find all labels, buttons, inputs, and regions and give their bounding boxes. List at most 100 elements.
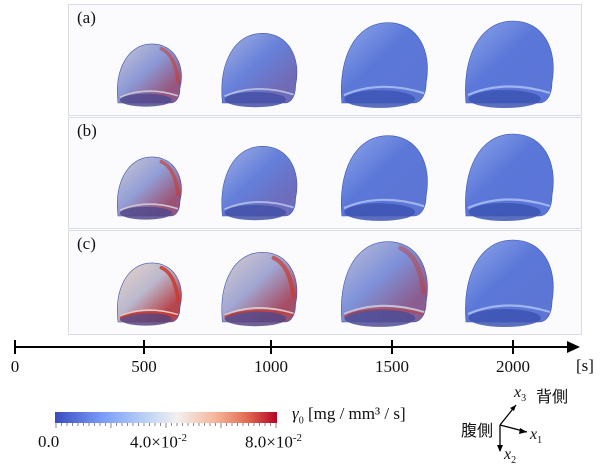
panel-a-label: (a) bbox=[77, 8, 96, 27]
surface-a-2 bbox=[221, 32, 298, 108]
panel-a-shapes bbox=[117, 20, 554, 108]
surface-opening-c-1 bbox=[119, 312, 172, 326]
time-unit-label: [s] bbox=[576, 356, 594, 375]
surface-rim-b-2 bbox=[224, 201, 294, 211]
panel-b: (b) bbox=[68, 117, 582, 229]
colorbar bbox=[55, 412, 277, 423]
x2-var: x bbox=[504, 446, 512, 463]
colorbar-mid-base: 4.0×10 bbox=[130, 432, 178, 452]
surface-opening-a-3 bbox=[344, 90, 416, 108]
surface-a-4 bbox=[465, 20, 554, 108]
colorbar-max-exp: -2 bbox=[292, 432, 303, 444]
time-axis-arrowhead bbox=[567, 341, 580, 353]
colorbar-mid-exp: -2 bbox=[177, 432, 188, 444]
surface-opening-a-1 bbox=[119, 93, 172, 107]
surface-opening-b-4 bbox=[468, 203, 541, 221]
colorbar-max-label: 8.0×10-2 bbox=[245, 432, 302, 453]
surface-hotspot-c-2 bbox=[271, 255, 296, 299]
x3-var: x bbox=[514, 384, 522, 401]
surface-opening-c-3 bbox=[344, 309, 416, 327]
surface-body-b-4 bbox=[465, 133, 554, 217]
colorbar-title: γ0 [mg / mm³ / s] bbox=[292, 404, 406, 426]
surface-hotspot-c-1 bbox=[159, 265, 180, 302]
x2-label: x2 bbox=[504, 446, 516, 466]
panel-c-label: (c) bbox=[77, 234, 96, 253]
surface-c-4 bbox=[465, 239, 554, 327]
x1-sub: 1 bbox=[537, 435, 543, 447]
surface-rim-hot-c-3 bbox=[343, 307, 425, 318]
surface-body-a-4 bbox=[465, 20, 554, 104]
surface-b-4 bbox=[465, 133, 554, 221]
tick-label-2000: 2000 bbox=[496, 357, 530, 376]
surface-opening-b-2 bbox=[224, 204, 287, 221]
surface-opening-b-1 bbox=[119, 206, 172, 220]
dorsal-label: 背側 bbox=[536, 389, 569, 406]
surface-opening-c-2 bbox=[224, 310, 287, 327]
surface-rim-b-4 bbox=[467, 198, 551, 210]
surface-body-b-3 bbox=[340, 135, 428, 217]
panel-c-shapes bbox=[117, 239, 554, 327]
surface-body-c-3 bbox=[340, 241, 428, 323]
surface-body-a-3 bbox=[340, 22, 428, 104]
surface-opening-a-2 bbox=[224, 91, 287, 108]
surface-rim-c-4 bbox=[467, 304, 551, 316]
surface-rim-hot-c-2 bbox=[223, 309, 294, 319]
panel-b-shapes bbox=[117, 133, 554, 221]
x2-sub: 2 bbox=[511, 455, 517, 467]
surface-rim-a-1 bbox=[119, 90, 179, 98]
surface-body-b-2 bbox=[221, 145, 298, 217]
surface-opening-c-4 bbox=[468, 309, 541, 327]
panel-b-label: (b) bbox=[77, 121, 97, 140]
panel-a: (a) bbox=[68, 4, 582, 116]
tick-label-1000: 1000 bbox=[254, 357, 288, 376]
surface-rim-c-3 bbox=[343, 304, 425, 316]
colorbar-mid-label: 4.0×10-2 bbox=[130, 432, 187, 453]
surface-hotspot-a-1 bbox=[159, 46, 180, 83]
surface-c-1 bbox=[117, 262, 182, 326]
x3-arrowhead bbox=[510, 405, 516, 411]
ventral-label: 腹側 bbox=[461, 423, 494, 440]
surface-body-c-2 bbox=[221, 251, 298, 323]
tick-label-500: 500 bbox=[131, 357, 157, 376]
colorbar-min-label: 0.0 bbox=[38, 432, 60, 451]
surface-body-a-1 bbox=[117, 43, 182, 104]
surface-opening-b-3 bbox=[344, 203, 416, 221]
colorbar-max-base: 8.0×10 bbox=[245, 432, 293, 452]
x1-var: x bbox=[530, 426, 538, 443]
surface-rim-a-3 bbox=[343, 85, 425, 97]
surface-b-3 bbox=[340, 135, 428, 221]
surface-rim-a-4 bbox=[467, 85, 551, 97]
surface-body-c-4 bbox=[465, 239, 554, 323]
colorbar-ticks bbox=[55, 423, 277, 428]
surface-body-c-1 bbox=[117, 262, 182, 323]
x3-label: x3 bbox=[514, 384, 526, 404]
surface-b-1 bbox=[117, 156, 182, 220]
surface-b-2 bbox=[221, 145, 298, 221]
colorbar-unit: [mg / mm³ / s] bbox=[307, 404, 406, 423]
tick-label-1500: 1500 bbox=[375, 357, 409, 376]
x2-arrowhead bbox=[497, 445, 503, 452]
gamma-subscript: 0 bbox=[298, 415, 304, 427]
x1-arrowhead bbox=[519, 428, 527, 434]
surface-hotspot-c-3 bbox=[398, 245, 427, 295]
x3-sub: 3 bbox=[521, 393, 527, 405]
surface-rim-b-1 bbox=[119, 203, 179, 211]
surface-rim-c-2 bbox=[224, 307, 294, 317]
surface-a-3 bbox=[340, 22, 428, 108]
surface-body-a-2 bbox=[221, 32, 298, 104]
tick-label-0: 0 bbox=[10, 357, 20, 376]
gamma-symbol: γ bbox=[292, 404, 299, 423]
surface-rim-c-1 bbox=[119, 309, 179, 317]
surface-opening-a-4 bbox=[468, 90, 541, 108]
surface-c-2 bbox=[221, 251, 298, 327]
panel-c: (c) bbox=[68, 230, 582, 335]
surface-rim-b-3 bbox=[343, 198, 425, 210]
surface-c-3 bbox=[340, 241, 428, 327]
surface-rim-hot-c-1 bbox=[119, 311, 179, 319]
surface-hotspot-b-1 bbox=[159, 159, 180, 196]
surface-a-1 bbox=[117, 43, 182, 107]
x1-label: x1 bbox=[530, 426, 542, 446]
surface-rim-a-2 bbox=[224, 88, 294, 98]
